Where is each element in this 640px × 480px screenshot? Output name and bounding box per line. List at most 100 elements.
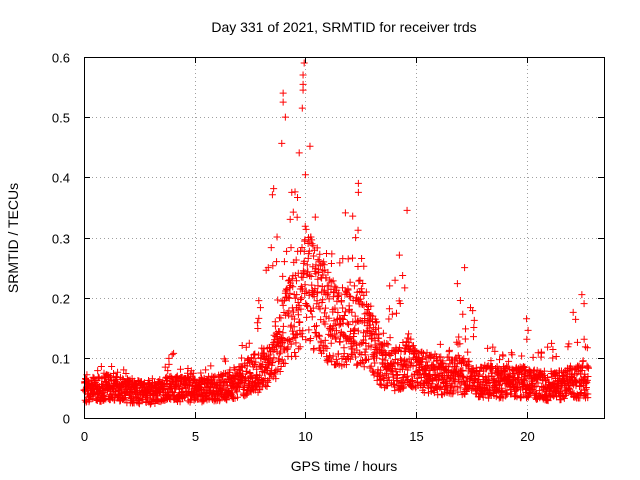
- data-point: [279, 272, 287, 280]
- data-points: [80, 59, 592, 408]
- data-point: [278, 334, 286, 342]
- data-point: [260, 349, 268, 357]
- data-point: [297, 305, 305, 313]
- data-point: [580, 335, 588, 343]
- data-point: [299, 327, 307, 335]
- data-point: [338, 284, 346, 292]
- data-point: [289, 334, 297, 342]
- data-point: [377, 366, 385, 374]
- x-tick-label: 0: [81, 429, 88, 444]
- data-point: [264, 264, 272, 272]
- data-point: [348, 308, 356, 316]
- data-point: [318, 283, 326, 291]
- data-point: [568, 389, 576, 397]
- data-point: [548, 339, 556, 347]
- data-point: [309, 242, 317, 250]
- data-point: [338, 297, 345, 305]
- data-point: [405, 330, 413, 338]
- data-point: [470, 324, 478, 332]
- data-point: [263, 365, 271, 373]
- data-point: [320, 286, 328, 294]
- data-point: [288, 275, 296, 283]
- data-point: [354, 327, 362, 335]
- data-point: [329, 277, 337, 285]
- data-point: [275, 357, 283, 365]
- data-point: [322, 304, 330, 312]
- data-point: [298, 104, 306, 112]
- data-point: [351, 353, 359, 361]
- data-point: [469, 307, 477, 315]
- data-point: [370, 371, 378, 379]
- data-point: [494, 386, 502, 394]
- data-point: [202, 366, 210, 374]
- data-point: [238, 342, 246, 350]
- data-point: [316, 305, 324, 313]
- data-point: [297, 296, 305, 304]
- data-point: [535, 387, 543, 395]
- data-point: [461, 335, 469, 343]
- data-point: [355, 277, 363, 285]
- data-point: [283, 247, 291, 255]
- data-point: [399, 272, 407, 280]
- data-point: [372, 326, 380, 334]
- data-point: [287, 321, 295, 329]
- data-point: [324, 289, 332, 297]
- data-point: [299, 270, 307, 278]
- data-point: [299, 273, 307, 281]
- data-point: [560, 394, 568, 402]
- data-point: [351, 325, 359, 333]
- data-point: [256, 304, 264, 312]
- data-point: [285, 307, 293, 315]
- data-point: [352, 318, 360, 326]
- data-point: [108, 363, 116, 371]
- data-point: [330, 288, 338, 296]
- data-point: [576, 390, 584, 398]
- data-point: [275, 350, 283, 358]
- data-point: [501, 368, 509, 376]
- data-point: [362, 288, 370, 296]
- data-point: [284, 294, 292, 302]
- data-point: [459, 310, 467, 318]
- data-point: [436, 340, 444, 348]
- data-point: [308, 281, 316, 289]
- data-point: [303, 301, 311, 309]
- data-point: [120, 395, 128, 403]
- data-point: [508, 351, 516, 359]
- data-point: [252, 358, 260, 366]
- data-point: [584, 364, 592, 372]
- data-point: [279, 89, 287, 97]
- data-point: [299, 86, 307, 94]
- data-point: [390, 380, 398, 388]
- data-point: [287, 340, 295, 348]
- data-point: [340, 312, 348, 320]
- data-point: [491, 347, 499, 355]
- data-point: [168, 351, 176, 359]
- data-point: [534, 379, 542, 387]
- data-point: [325, 314, 333, 322]
- data-point: [264, 378, 272, 386]
- x-tick-label: 5: [192, 429, 199, 444]
- data-point: [484, 344, 492, 352]
- data-point: [578, 291, 586, 299]
- data-point: [459, 366, 467, 374]
- data-point: [479, 393, 487, 401]
- data-point: [352, 234, 360, 242]
- data-point: [293, 213, 301, 221]
- data-point: [436, 384, 444, 392]
- data-point: [569, 308, 577, 316]
- data-point: [176, 365, 184, 373]
- data-point: [339, 315, 347, 323]
- data-point: [373, 318, 381, 326]
- data-point: [340, 344, 348, 352]
- data-point: [289, 308, 297, 316]
- data-point: [354, 226, 362, 234]
- data-point: [367, 302, 375, 310]
- data-point: [555, 388, 563, 396]
- data-point: [364, 305, 372, 313]
- data-point: [392, 309, 400, 317]
- data-point: [269, 262, 277, 270]
- data-point: [357, 285, 365, 293]
- data-point: [187, 396, 195, 404]
- data-point: [347, 293, 355, 301]
- data-point: [385, 305, 393, 313]
